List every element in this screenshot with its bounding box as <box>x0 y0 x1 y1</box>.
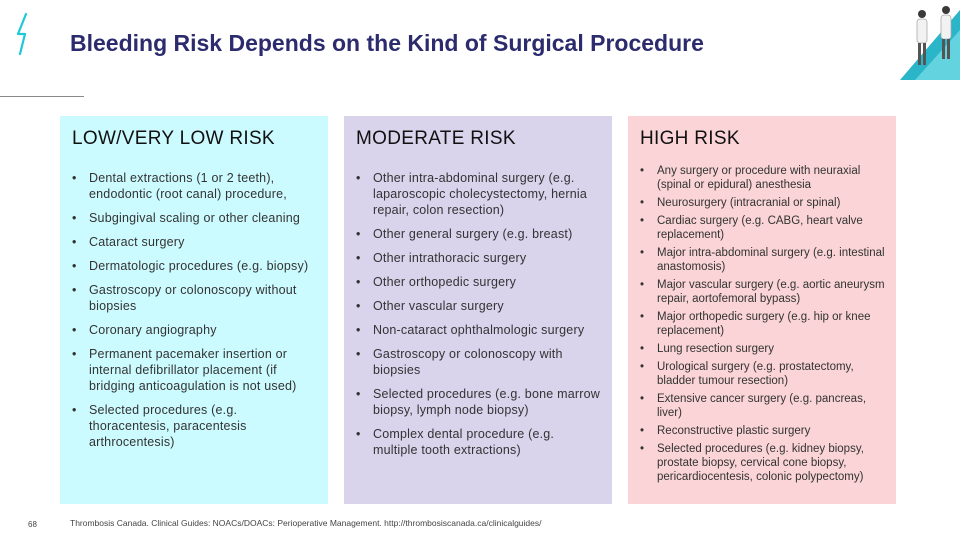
bullet-icon: • <box>640 425 645 437</box>
page-title: Bleeding Risk Depends on the Kind of Sur… <box>70 30 704 56</box>
list-item: • Gastroscopy or colonoscopy without biop… <box>72 282 318 314</box>
doctors-illustration-icon <box>900 6 960 80</box>
list-item: • Other vascular surgery <box>356 298 602 314</box>
bullet-icon: • <box>640 311 645 323</box>
list-item: • Coronary angiography <box>72 322 318 338</box>
list-item: • Major intra-abdominal surgery (e.g. int… <box>640 246 886 274</box>
bullet-icon: • <box>72 211 77 225</box>
bullet-icon: • <box>640 443 645 455</box>
list-item-text: Cataract surgery <box>89 235 185 249</box>
bullet-icon: • <box>640 197 645 209</box>
list-item-text: Urological surgery (e.g. prostatectomy, … <box>657 361 854 387</box>
list-item-text: Reconstructive plastic surgery <box>657 425 811 437</box>
high-risk-column: HIGH RISK • Any surgery or procedure with… <box>628 116 896 504</box>
bullet-icon: • <box>640 361 645 373</box>
list-item: • Cataract surgery <box>72 234 318 250</box>
list-item-text: Other general surgery (e.g. breast) <box>373 227 573 241</box>
list-item-text: Selected procedures (e.g. thoracentesis,… <box>89 403 247 449</box>
bullet-icon: • <box>356 299 361 313</box>
bullet-icon: • <box>640 343 645 355</box>
bullet-icon: • <box>356 387 361 401</box>
list-item: • Gastroscopy or colonoscopy with biopsie… <box>356 346 602 378</box>
list-item: • Major orthopedic surgery (e.g. hip or k… <box>640 310 886 338</box>
list-item-text: Gastroscopy or colonoscopy with biopsies <box>373 347 563 377</box>
footer-citation: Thrombosis Canada. Clinical Guides: NOAC… <box>70 518 542 528</box>
list-item-text: Major intra-abdominal surgery (e.g. inte… <box>657 247 885 273</box>
bullet-icon: • <box>356 427 361 441</box>
bullet-icon: • <box>640 279 645 291</box>
bullet-icon: • <box>640 215 645 227</box>
list-item: • Selected procedures (e.g. kidney biopsy… <box>640 442 886 484</box>
list-item: • Non-cataract ophthalmologic surgery <box>356 322 602 338</box>
bullet-icon: • <box>72 283 77 297</box>
list-item-text: Major vascular surgery (e.g. aortic aneu… <box>657 279 885 305</box>
list-item-text: Other orthopedic surgery <box>373 275 517 289</box>
list-item-text: Gastroscopy or colonoscopy without biops… <box>89 283 297 313</box>
list-item: • Cardiac surgery (e.g. CABG, heart valve… <box>640 214 886 242</box>
low-risk-heading: LOW/VERY LOW RISK <box>72 128 275 149</box>
list-item-text: Any surgery or procedure with neuraxial … <box>657 165 861 191</box>
list-item: • Subgingival scaling or other cleaning <box>72 210 318 226</box>
bullet-icon: • <box>640 393 645 405</box>
low-risk-column: LOW/VERY LOW RISK • Dental extractions (1… <box>60 116 328 504</box>
list-item: • Any surgery or procedure with neuraxial… <box>640 164 886 192</box>
bullet-icon: • <box>72 323 77 337</box>
list-item-text: Selected procedures (e.g. bone marrow bi… <box>373 387 600 417</box>
bullet-icon: • <box>356 251 361 265</box>
list-item: • Other general surgery (e.g. breast) <box>356 226 602 242</box>
list-item: • Neurosurgery (intracranial or spinal) <box>640 196 886 210</box>
list-item-text: Cardiac surgery (e.g. CABG, heart valve … <box>657 215 863 241</box>
list-item: • Urological surgery (e.g. prostatectomy,… <box>640 360 886 388</box>
list-item: • Lung resection surgery <box>640 342 886 356</box>
list-item-text: Selected procedures (e.g. kidney biopsy,… <box>657 443 864 483</box>
list-item: • Reconstructive plastic surgery <box>640 424 886 438</box>
bullet-icon: • <box>356 275 361 289</box>
logo-icon <box>16 12 28 56</box>
moderate-risk-heading: MODERATE RISK <box>356 128 516 149</box>
list-item-text: Permanent pacemaker insertion or interna… <box>89 347 297 393</box>
list-item-text: Other vascular surgery <box>373 299 504 313</box>
bullet-icon: • <box>356 171 361 185</box>
list-item: • Permanent pacemaker insertion or intern… <box>72 346 318 394</box>
list-item-text: Complex dental procedure (e.g. multiple … <box>373 427 555 457</box>
list-item-text: Dental extractions (1 or 2 teeth), endod… <box>89 171 287 201</box>
list-item: • Complex dental procedure (e.g. multiple… <box>356 426 602 458</box>
bullet-icon: • <box>72 235 77 249</box>
list-item: • Extensive cancer surgery (e.g. pancreas… <box>640 392 886 420</box>
list-item-text: Other intra-abdominal surgery (e.g. lapa… <box>373 171 588 217</box>
list-item: • Selected procedures (e.g. bone marrow b… <box>356 386 602 418</box>
list-item: • Dental extractions (1 or 2 teeth), endo… <box>72 170 318 202</box>
bullet-icon: • <box>72 403 77 417</box>
title-divider <box>0 96 84 97</box>
list-item-text: Extensive cancer surgery (e.g. pancreas,… <box>657 393 867 419</box>
bullet-icon: • <box>72 347 77 361</box>
list-item: • Selected procedures (e.g. thoracentesis… <box>72 402 318 450</box>
moderate-risk-list: • Other intra-abdominal surgery (e.g. lap… <box>356 170 602 458</box>
list-item-text: Other intrathoracic surgery <box>373 251 527 265</box>
list-item: • Other orthopedic surgery <box>356 274 602 290</box>
list-item-text: Subgingival scaling or other cleaning <box>89 211 301 225</box>
list-item: • Major vascular surgery (e.g. aortic ane… <box>640 278 886 306</box>
bullet-icon: • <box>356 323 361 337</box>
bullet-icon: • <box>72 171 77 185</box>
list-item-text: Neurosurgery (intracranial or spinal) <box>657 197 841 209</box>
high-risk-heading: HIGH RISK <box>640 128 740 149</box>
list-item-text: Non-cataract ophthalmologic surgery <box>373 323 585 337</box>
list-item-text: Dermatologic procedures (e.g. biopsy) <box>89 259 309 273</box>
bullet-icon: • <box>356 347 361 361</box>
list-item-text: Lung resection surgery <box>657 343 774 355</box>
list-item: • Other intra-abdominal surgery (e.g. lap… <box>356 170 602 218</box>
bullet-icon: • <box>640 247 645 259</box>
list-item: • Dermatologic procedures (e.g. biopsy) <box>72 258 318 274</box>
low-risk-list: • Dental extractions (1 or 2 teeth), endo… <box>72 170 318 450</box>
high-risk-list: • Any surgery or procedure with neuraxial… <box>640 164 886 484</box>
list-item: • Other intrathoracic surgery <box>356 250 602 266</box>
list-item-text: Major orthopedic surgery (e.g. hip or kn… <box>657 311 871 337</box>
bullet-icon: • <box>640 165 645 177</box>
bullet-icon: • <box>72 259 77 273</box>
moderate-risk-column: MODERATE RISK • Other intra-abdominal sur… <box>344 116 612 504</box>
page-number: 68 <box>28 520 37 529</box>
bullet-icon: • <box>356 227 361 241</box>
list-item-text: Coronary angiography <box>89 323 217 337</box>
